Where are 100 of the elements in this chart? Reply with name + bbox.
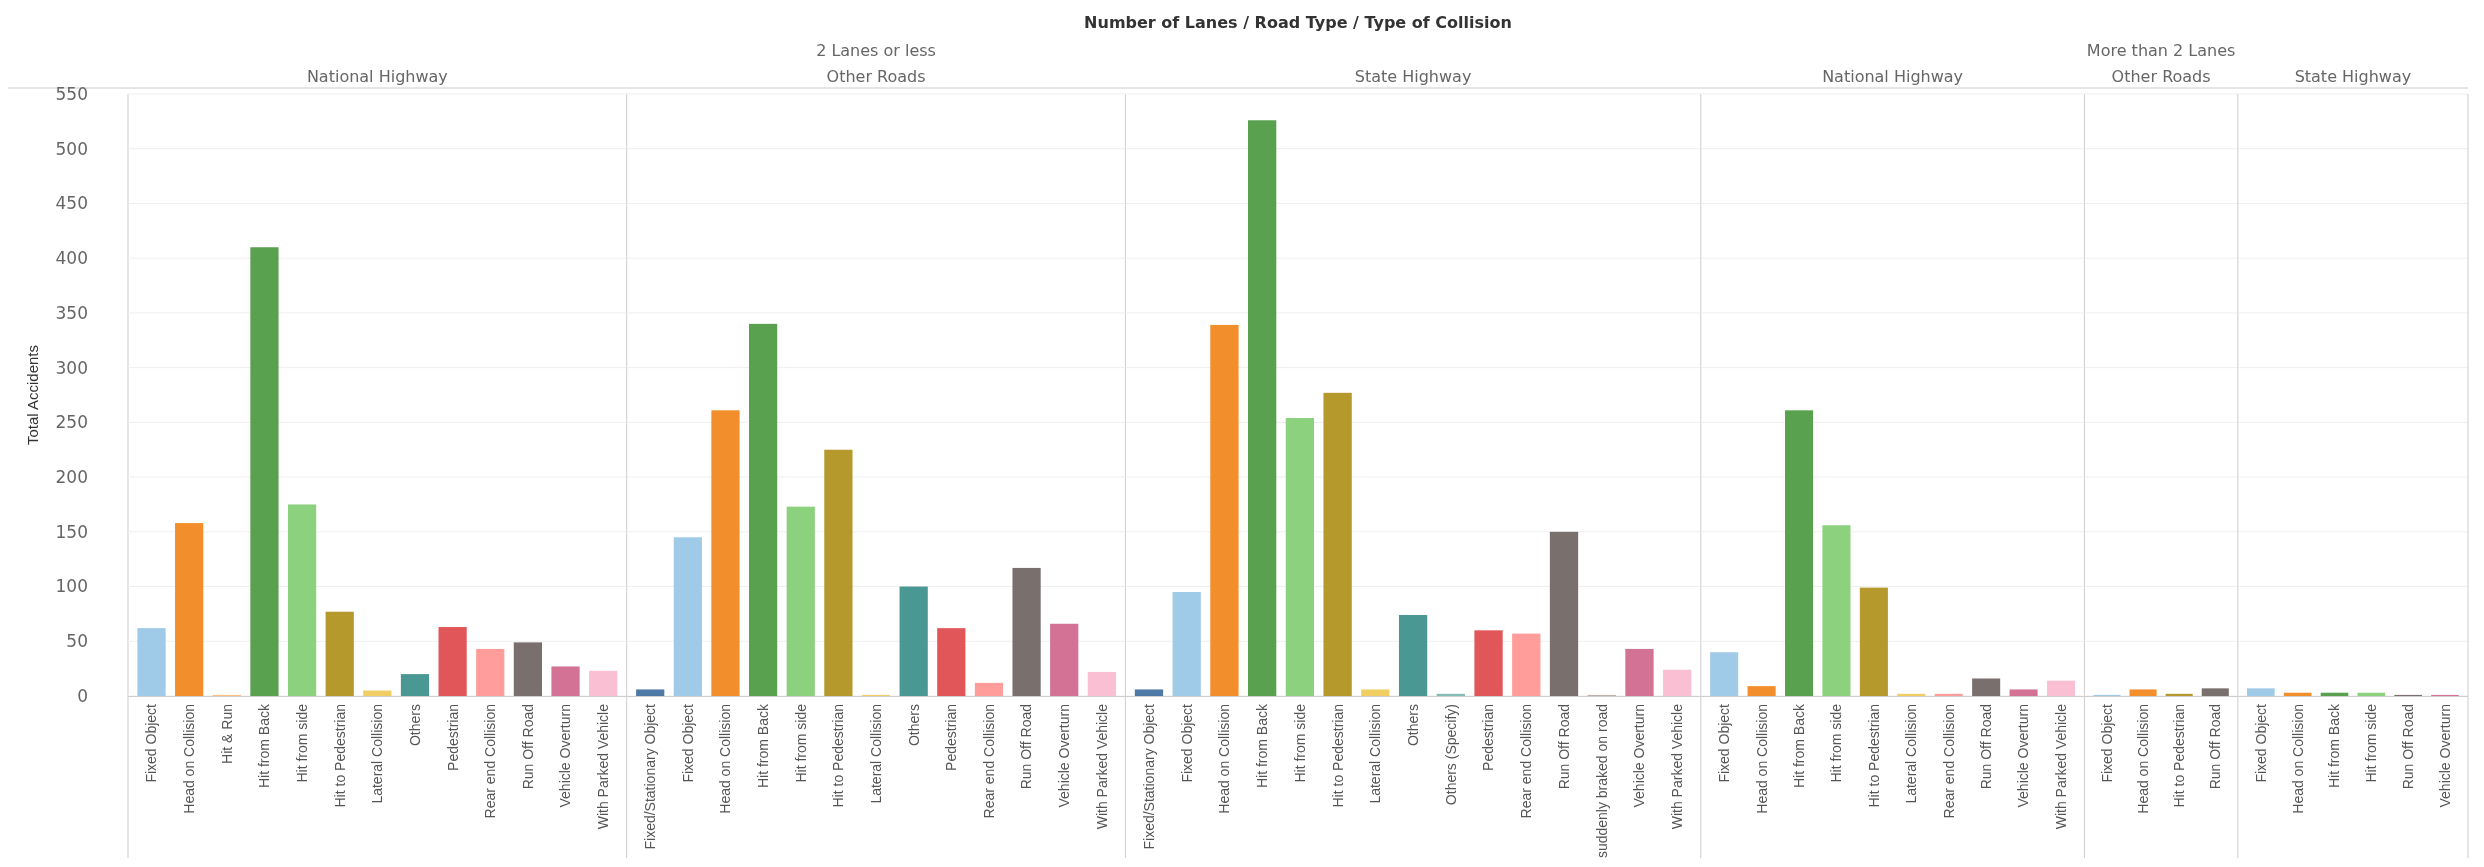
chart-title: National Highway (1822, 67, 1964, 86)
x-tick-label: Hit to Pedestrian (1865, 704, 1882, 808)
bar (513, 642, 543, 696)
text: Number of Lanes / Road Type / Type of Collision (1084, 13, 1512, 32)
x-tick-label: Rear end Collision (482, 704, 499, 819)
x-tick-label: Fixed Object (679, 703, 696, 783)
x-tick-label: Hit from side (792, 703, 809, 783)
x-tick-label: Run Off Road (1018, 704, 1035, 790)
x-tick-label: Others (Specify) (1442, 704, 1459, 806)
bar (363, 690, 392, 696)
bar (2201, 688, 2229, 696)
y-tick-label: 300 (55, 357, 88, 378)
x-tick-label: Fixed Object (1716, 703, 1733, 783)
bar (673, 537, 702, 696)
x-tick-label: Hit & Run (218, 704, 235, 764)
bar (1784, 410, 1814, 696)
bar (1398, 615, 1428, 696)
bar (1859, 587, 1888, 696)
bar (1285, 417, 1315, 696)
x-tick-label: Run Off Road (2400, 704, 2417, 790)
x-tick-label: Lateral Collision (369, 704, 386, 804)
bar (1972, 678, 2001, 696)
x-tick-label: Run Off Road (1978, 704, 1995, 790)
bar (1710, 652, 1739, 696)
y-tick-label: 200 (55, 467, 88, 488)
bar (1210, 324, 1239, 696)
y-tick-label: 50 (66, 631, 88, 652)
x-tick-label: Hit from Back (1254, 703, 1271, 789)
bar (476, 648, 505, 696)
bar (1747, 686, 1776, 696)
x-tick-label: Hit from Back (755, 703, 772, 789)
chart-title: Other Roads (826, 67, 926, 86)
y-tick-label: 550 (55, 83, 88, 104)
bar (1625, 648, 1654, 696)
bar (2129, 689, 2157, 696)
bar (2046, 680, 2076, 696)
x-tick-label: Head on Collision (2289, 704, 2306, 814)
bar (438, 627, 467, 696)
x-tick-label: Head on Collision (1216, 704, 1233, 814)
x-tick-label: Fixed/Stationary Object (642, 703, 659, 850)
x-tick-label: Hit to Pedestrian (2171, 704, 2188, 808)
bar (287, 504, 317, 696)
x-tick-label: Hit from Back (2326, 703, 2343, 789)
bar (1512, 633, 1541, 696)
x-tick-label: Hit from side (293, 703, 310, 783)
y-axis-title: Total Accidents (24, 344, 41, 446)
x-tick-label: Vehicle Overturn (557, 704, 574, 808)
y-tick-label: 350 (55, 302, 88, 323)
x-tick-label: Rear end Collision (1940, 704, 1957, 819)
bar (1323, 392, 1352, 696)
bar (1087, 671, 1116, 696)
x-tick-label: Hit from Back (256, 703, 273, 789)
bar (1663, 669, 1692, 696)
chart-title: State Highway (1354, 67, 1472, 86)
bar (1934, 693, 1963, 696)
x-tick-label: Vehicle Overturn (1056, 704, 1073, 808)
bar (749, 323, 778, 696)
bar (250, 247, 279, 696)
bar (711, 410, 740, 696)
x-tick-label: Head on Collision (2134, 704, 2151, 814)
chart-title: Other Roads (2111, 67, 2211, 86)
x-tick-label: Fixed Object (143, 703, 160, 783)
x-tick-label: Run Off Road (2207, 704, 2224, 790)
x-tick-label: Pedestrian (1480, 704, 1497, 771)
bar (824, 449, 853, 696)
y-tick-label: 0 (77, 685, 88, 706)
x-tick-label: Head on Collision (1753, 704, 1770, 814)
x-tick-label: Hit to Pedestrian (830, 704, 847, 808)
x-tick-label: With Parked Vehicle (595, 703, 612, 830)
x-tick-label: With Parked Vehicle (2052, 703, 2069, 830)
x-tick-label: suddenly braked on road (1593, 704, 1610, 859)
bar (589, 670, 618, 696)
bar (325, 611, 354, 696)
y-tick-label: 400 (55, 248, 88, 269)
x-tick-label: With Parked Vehicle (1093, 703, 1110, 830)
chart-title: National Highway (306, 67, 448, 86)
x-tick-label: Hit from side (2363, 703, 2380, 783)
y-tick-label: 150 (55, 521, 88, 542)
bar (175, 523, 204, 696)
x-tick-label: Rear end Collision (980, 704, 997, 819)
x-tick-label: Others (905, 704, 922, 747)
bar (1897, 693, 1926, 696)
bar (1134, 689, 1164, 696)
bar (1248, 120, 1277, 696)
x-tick-label: Hit from Back (1790, 703, 1807, 789)
x-tick-label: Pedestrian (444, 704, 461, 771)
x-tick-label: Lateral Collision (1903, 704, 1920, 804)
bar (1436, 693, 1465, 696)
x-tick-label: Hit to Pedestrian (1329, 704, 1346, 808)
bar (1822, 525, 1851, 696)
y-tick-label: 100 (55, 576, 88, 597)
bar (974, 682, 1004, 696)
x-tick-label: Others (1404, 704, 1421, 747)
x-tick-label: Hit from side (1291, 703, 1308, 783)
bar (786, 506, 815, 696)
bar (636, 689, 665, 696)
bar (137, 628, 166, 696)
x-tick-label: Fixed Object (2252, 703, 2269, 783)
x-tick-label: Lateral Collision (867, 704, 884, 804)
x-tick-label: Run Off Road (519, 704, 536, 790)
